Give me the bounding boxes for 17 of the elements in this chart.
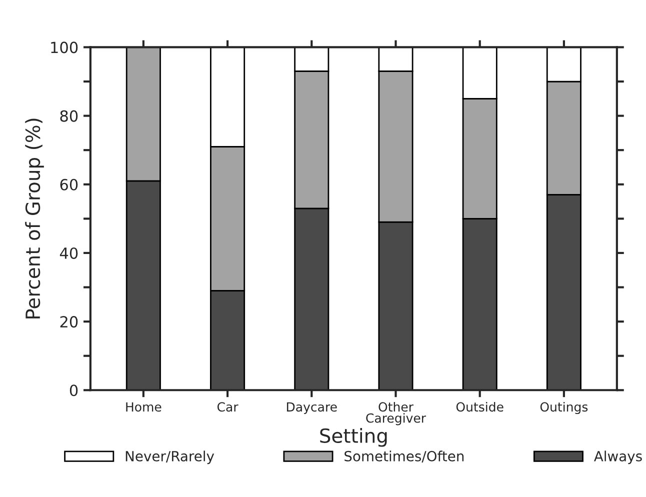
y-tick-label: 40 [60, 247, 78, 259]
y-tick-label: 0 [70, 384, 78, 396]
x-tick-label: Car [217, 402, 238, 412]
legend-label: Sometimes/Often [344, 450, 464, 462]
x-tick-label: Daycare [286, 402, 337, 414]
y-tick-label: 60 [60, 178, 78, 190]
x-tick-label: Home [126, 402, 162, 412]
x-tick-label: Outside [456, 402, 504, 412]
legend-label: Always [594, 450, 642, 464]
x-tick-label: Outings [540, 402, 588, 414]
legend-label: Never/Rarely [126, 450, 214, 464]
y-tick-label: 80 [60, 110, 78, 122]
y-tick-label: 20 [60, 316, 78, 328]
x-tick-label: Other Caregiver [366, 402, 426, 426]
y-tick-label: 100 [51, 42, 78, 54]
x-axis-title: Setting [320, 428, 387, 447]
y-axis-title: Percent of Group (%) [25, 118, 44, 318]
